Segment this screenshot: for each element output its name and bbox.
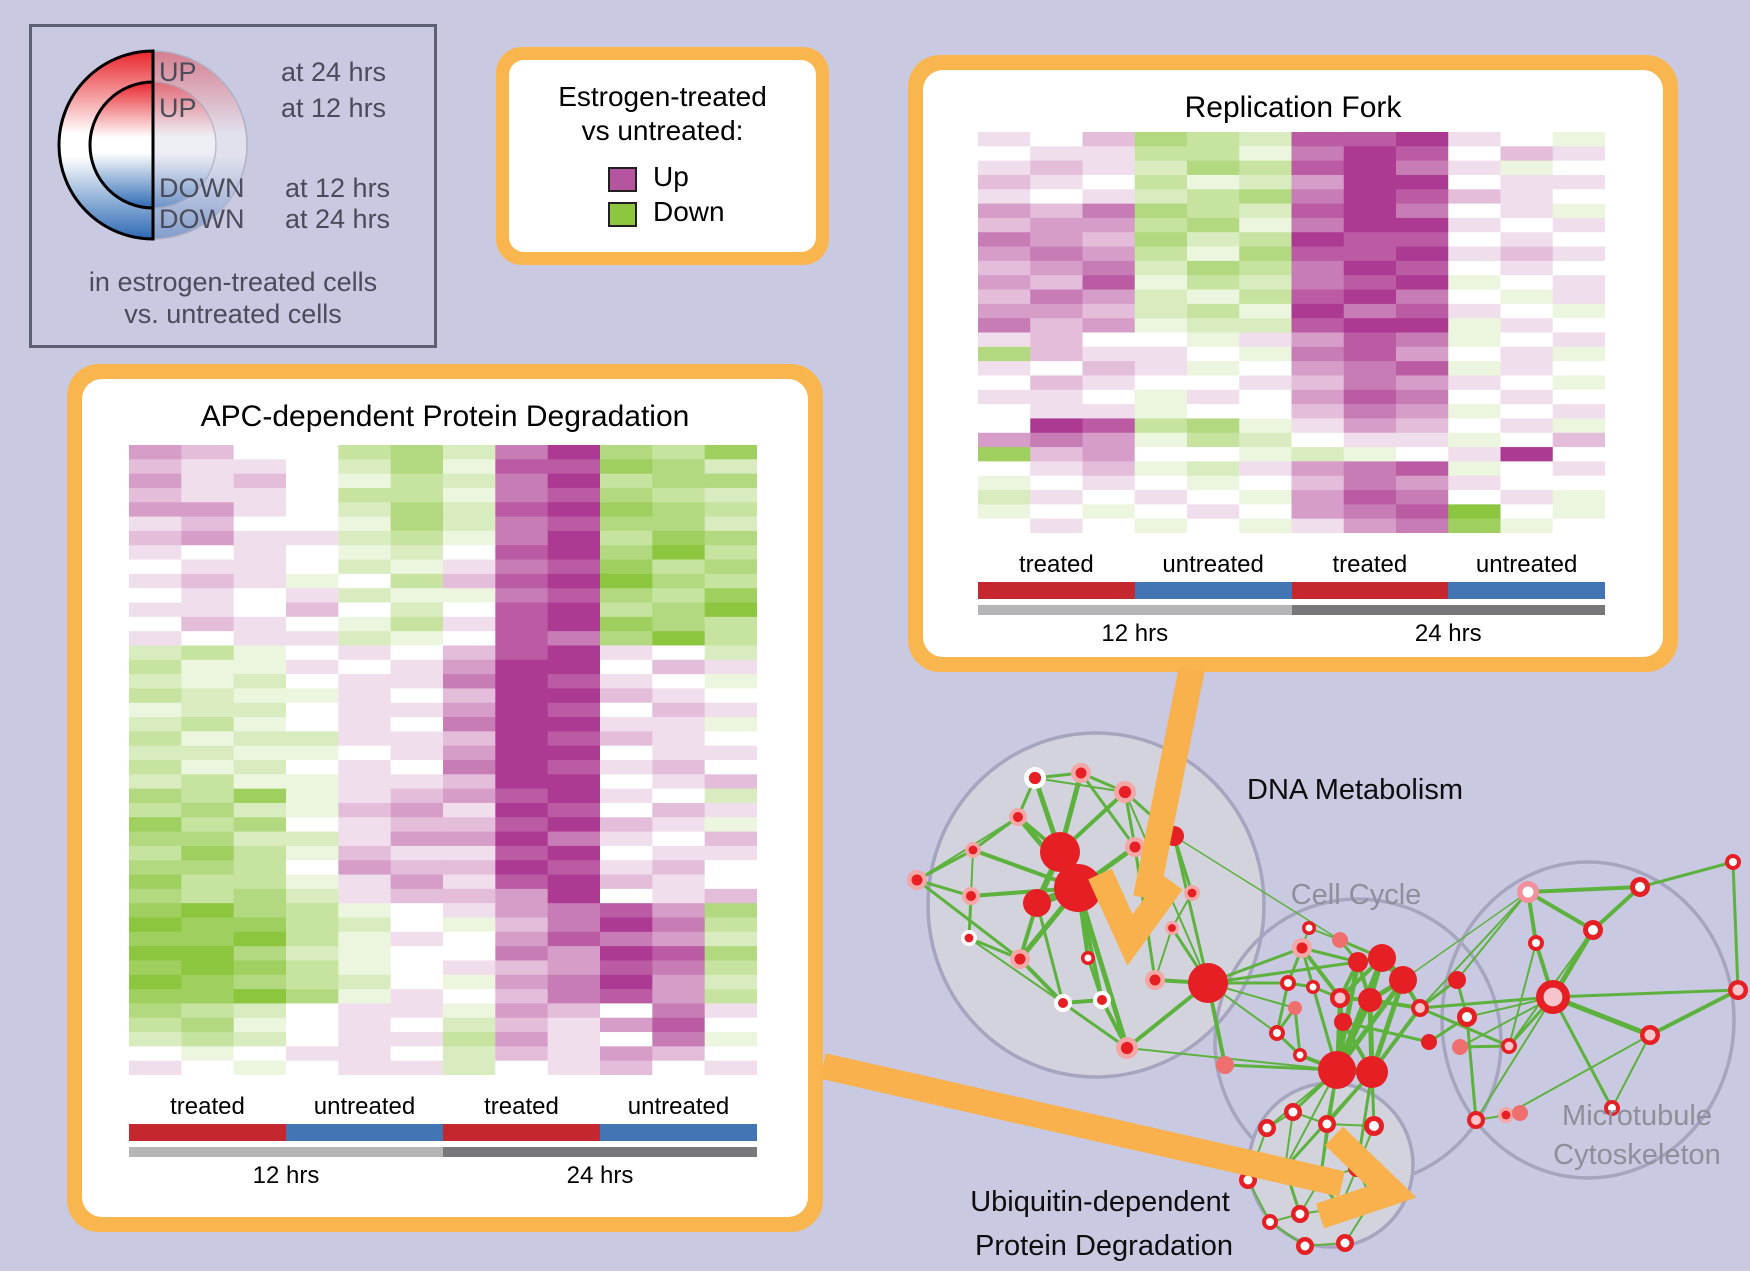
replication-fork-heatmap: [978, 132, 1606, 534]
rf-bar-treated-12h: [978, 582, 1135, 599]
ring-legend-caption-1: in estrogen-treated cells: [88, 267, 378, 297]
replication-fork-heatmap-block: treated untreated treated untreated 12 h…: [978, 132, 1606, 648]
updown-legend-box: Estrogen-treated vs untreated: Up Down: [496, 47, 829, 265]
arrow-head-apc-to-ubiquitin: [1315, 1126, 1417, 1229]
apc-group-label-3: treated: [484, 1093, 559, 1120]
replication-fork-title: Replication Fork: [1184, 91, 1402, 124]
apc-heatmap-block: treated untreated treated untreated 12 h…: [129, 445, 758, 1190]
ring-legend-caption-2: vs. untreated cells: [124, 299, 342, 329]
rf-time-bar: [978, 605, 1605, 615]
cell-cycle-label: Cell Cycle: [1290, 879, 1422, 911]
updown-legend-title-2: vs untreated:: [581, 115, 744, 146]
ring-legend-box: UP at 24 hrs UP at 12 hrs DOWN at 12 hrs…: [29, 24, 437, 348]
rf-group-label-1: treated: [1019, 551, 1094, 578]
apc-group-label-1: treated: [170, 1093, 245, 1120]
ring-row-down12-time: at 12 hrs: [285, 173, 391, 203]
apc-bar-untreated-12h: [286, 1124, 443, 1141]
rf-bar-treated-24h: [1291, 582, 1449, 599]
rf-time-label-24: 24 hrs: [1414, 620, 1482, 647]
ring-row-up12-dir: UP: [159, 93, 197, 123]
cluster-ubiquitin-degradation: [1247, 1081, 1415, 1249]
ring-row-up24-dir: UP: [159, 57, 197, 87]
ring-row-up24-time: at 24 hrs: [281, 57, 387, 87]
apc-heatmap: [129, 445, 758, 1076]
ring-row-down24-dir: DOWN: [159, 204, 245, 234]
down-color-swatch: [608, 202, 637, 227]
dna-metabolism-label: DNA Metabolism: [1247, 774, 1463, 806]
arrow-shaft-replication-fork-to-dna: [1133, 665, 1205, 901]
apc-group-label-4: untreated: [627, 1093, 730, 1120]
apc-bar-24hrs: [443, 1147, 757, 1157]
down-label: Down: [653, 196, 725, 227]
rf-bar-untreated-24h: [1448, 582, 1605, 599]
cluster-cell-cycle: [1213, 897, 1503, 1187]
ring-row-down12-dir: DOWN: [159, 173, 245, 203]
apc-bar-treated-12h: [129, 1124, 286, 1141]
cluster-dna-metabolism: [926, 731, 1266, 1079]
apc-bar-12hrs: [129, 1147, 443, 1157]
apc-title: APC-dependent Protein Degradation: [200, 400, 690, 433]
ring-gradient-diagram: [57, 49, 248, 241]
updown-legend-inner: [509, 60, 816, 252]
up-label: Up: [653, 161, 689, 192]
rf-group-label-2: untreated: [1162, 551, 1264, 578]
arrow-shaft-apc-to-ubiquitin: [820, 1053, 1345, 1197]
replication-fork-panel: Replication Fork treated untreated treat…: [908, 55, 1678, 672]
apc-treatment-bar: [129, 1124, 757, 1141]
apc-time-bar: [129, 1147, 757, 1157]
rf-bar-12hrs: [978, 605, 1292, 615]
microtubule-label-line1: Microtubule: [1562, 1100, 1712, 1132]
rf-group-label-4: untreated: [1475, 551, 1578, 578]
rf-group-label-3: treated: [1332, 551, 1408, 578]
rf-time-label-12: 12 hrs: [1101, 620, 1169, 647]
ubiquitin-label-line2: Protein Degradation: [975, 1230, 1233, 1262]
rf-time-labels: 12 hrs 24 hrs: [978, 620, 1605, 648]
arrow-head-replication-fork-to-dna: [1088, 868, 1183, 966]
updown-legend-title-1: Estrogen-treated: [558, 81, 767, 112]
apc-group-labels: treated untreated treated untreated: [129, 1093, 757, 1121]
apc-bar-untreated-24h: [600, 1124, 757, 1141]
microtubule-label-line2: Cytoskeleton: [1553, 1139, 1721, 1171]
rf-bar-24hrs: [1291, 605, 1605, 615]
bottom-margin: [0, 1271, 1750, 1279]
rf-group-labels: treated untreated treated untreated: [978, 551, 1605, 579]
ring-row-down24-time: at 24 hrs: [285, 204, 391, 234]
rf-bar-untreated-12h: [1134, 582, 1292, 599]
up-color-swatch: [608, 167, 637, 192]
apc-time-labels: 12 hrs 24 hrs: [129, 1162, 757, 1190]
ubiquitin-label-line1: Ubiquitin-dependent: [970, 1186, 1230, 1218]
apc-panel: APC-dependent Protein Degradation treate…: [67, 364, 823, 1232]
rf-treatment-bar: [978, 582, 1605, 599]
apc-time-label-24: 24 hrs: [566, 1162, 634, 1189]
apc-time-label-12: 12 hrs: [252, 1162, 320, 1189]
ring-inner-right: [152, 81, 217, 209]
ring-row-up12-time: at 12 hrs: [281, 93, 387, 123]
apc-group-label-2: untreated: [313, 1093, 416, 1120]
ring-inner-left: [88, 80, 155, 210]
apc-bar-treated-24h: [443, 1124, 600, 1141]
